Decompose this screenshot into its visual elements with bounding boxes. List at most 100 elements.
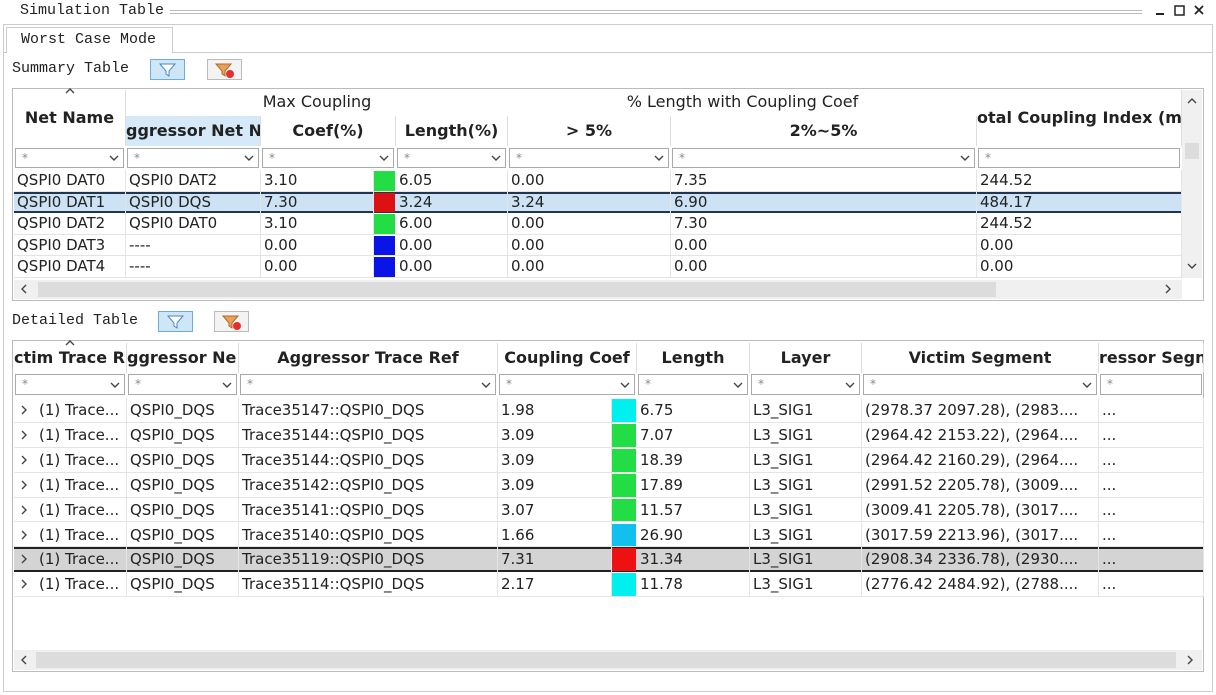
filter-box[interactable]: * [751, 374, 860, 395]
filter-dropdown[interactable] [653, 152, 665, 164]
scroll-left[interactable] [18, 283, 30, 295]
table-cell: Trace35142::QSPI0_DQS [239, 472, 498, 498]
table-cell: 6.00 [396, 213, 508, 235]
table-cell: L3_SIG1 [750, 547, 862, 573]
table-cell: ... [1099, 497, 1204, 523]
summary-filter-buttons[interactable] [150, 59, 245, 81]
filter-box[interactable]: * [128, 374, 237, 395]
filter-dropdown[interactable] [108, 152, 120, 164]
expand-toggle[interactable] [18, 479, 30, 491]
filter-box[interactable]: * [499, 374, 635, 395]
column-header[interactable]: Coupling Coef [498, 343, 637, 373]
expand-toggle[interactable] [18, 454, 30, 466]
scroll-left[interactable] [18, 654, 30, 666]
filter-box[interactable]: * [638, 374, 748, 395]
filter-dropdown[interactable] [378, 152, 390, 164]
filter-dropdown[interactable] [844, 379, 856, 391]
expand-toggle[interactable] [18, 504, 30, 516]
filter-box[interactable]: * [262, 148, 394, 168]
filter-dropdown[interactable] [732, 379, 744, 391]
table-cell: (2978.37 2097.28), (2983.... [862, 398, 1099, 423]
column-header[interactable]: Coef(%) [261, 116, 396, 146]
filter-box[interactable]: * [397, 148, 506, 168]
column-header[interactable]: Victim Segment [862, 343, 1099, 373]
table-row[interactable] [14, 170, 1182, 192]
table-cell: QSPI0_DQS [127, 522, 239, 548]
scroll-right[interactable] [1184, 654, 1196, 666]
filter-dropdown[interactable] [243, 152, 255, 164]
table-row[interactable] [14, 213, 1182, 235]
v-scroll-thumb[interactable] [1185, 143, 1199, 159]
filter-box[interactable]: * [15, 148, 124, 168]
table-cell: QSPI0_DQS [127, 547, 239, 573]
table-row[interactable] [14, 523, 1204, 548]
table-cell: 0.00 [671, 256, 977, 278]
column-header[interactable]: ressor Segn [1099, 343, 1204, 373]
filter-dropdown[interactable] [1081, 379, 1093, 391]
table-cell: QSPI0 DAT0 [14, 170, 126, 192]
scroll-up[interactable] [1186, 95, 1198, 107]
filter-box[interactable]: * [863, 374, 1097, 395]
h-scroll-thumb[interactable] [36, 652, 1176, 668]
h-scroll-thumb[interactable] [38, 282, 996, 297]
filter-dropdown[interactable] [221, 379, 233, 391]
filter-box[interactable]: * [240, 374, 496, 395]
filter-dropdown[interactable] [109, 379, 121, 391]
expand-toggle[interactable] [18, 529, 30, 541]
column-header[interactable]: 2%~5% [671, 116, 977, 146]
panel-title: Simulation Table [20, 2, 165, 19]
coef-swatch [612, 423, 636, 447]
table-row[interactable] [14, 448, 1204, 473]
table-row[interactable] [14, 235, 1182, 256]
tab-rule [3, 52, 1213, 53]
table-row[interactable] [14, 473, 1204, 498]
tab[interactable]: Worst Case Mode [6, 27, 173, 53]
column-header[interactable]: > 5% [508, 116, 671, 146]
column-header[interactable]: ctim Trace R [14, 343, 127, 373]
column-header[interactable]: Length(%) [396, 116, 508, 146]
scroll-down[interactable] [1186, 260, 1198, 272]
table-row[interactable] [14, 423, 1204, 448]
v-scrollbar[interactable] [1182, 90, 1202, 278]
filter-box[interactable]: * [1100, 374, 1202, 395]
column-header[interactable]: Net Name [14, 90, 126, 146]
expand-toggle[interactable] [18, 578, 30, 590]
column-header[interactable]: Length [637, 343, 750, 373]
table-cell: 26.90 [637, 522, 750, 548]
table-row[interactable] [14, 191, 1182, 213]
detailed-filter-buttons[interactable] [158, 311, 253, 333]
filter-dropdown[interactable] [490, 152, 502, 164]
table-cell: 3.07 [498, 497, 612, 523]
sort-indicator[interactable] [64, 85, 76, 97]
filter-box[interactable]: * [127, 148, 259, 168]
column-header[interactable]: Layer [750, 343, 862, 373]
column-header[interactable]: otal Coupling Index (mi [977, 90, 1182, 146]
table-row[interactable] [14, 256, 1182, 278]
expand-toggle[interactable] [18, 553, 30, 565]
expand-toggle[interactable] [18, 429, 30, 441]
filter-box[interactable]: * [978, 148, 1180, 168]
filter-dropdown[interactable] [619, 379, 631, 391]
table-cell: 0.00 [977, 256, 1182, 278]
table-cell: (1) Trace... [36, 572, 127, 598]
table-row[interactable] [14, 572, 1204, 598]
filter-dropdown[interactable] [959, 152, 971, 164]
table-row[interactable] [14, 498, 1204, 523]
coef-swatch [374, 235, 395, 255]
column-header[interactable]: ggressor Net Na [126, 116, 261, 146]
table-cell: QSPI0_DQS [127, 422, 239, 448]
scroll-right[interactable] [1162, 283, 1174, 295]
filter-dropdown[interactable] [480, 379, 492, 391]
sort-indicator[interactable] [64, 337, 76, 349]
column-header[interactable]: ggressor Ne [127, 343, 239, 373]
table-row[interactable] [14, 547, 1204, 573]
filter-box[interactable]: * [509, 148, 669, 168]
table-cell: ... [1099, 398, 1204, 423]
filter-box[interactable]: * [672, 148, 975, 168]
expand-toggle[interactable] [18, 404, 30, 416]
window-controls[interactable] [1150, 3, 1210, 19]
table-row[interactable] [14, 398, 1204, 423]
column-header[interactable]: Aggressor Trace Ref [239, 343, 498, 373]
table-cell: Trace35140::QSPI0_DQS [239, 522, 498, 548]
filter-box[interactable]: * [15, 374, 125, 395]
